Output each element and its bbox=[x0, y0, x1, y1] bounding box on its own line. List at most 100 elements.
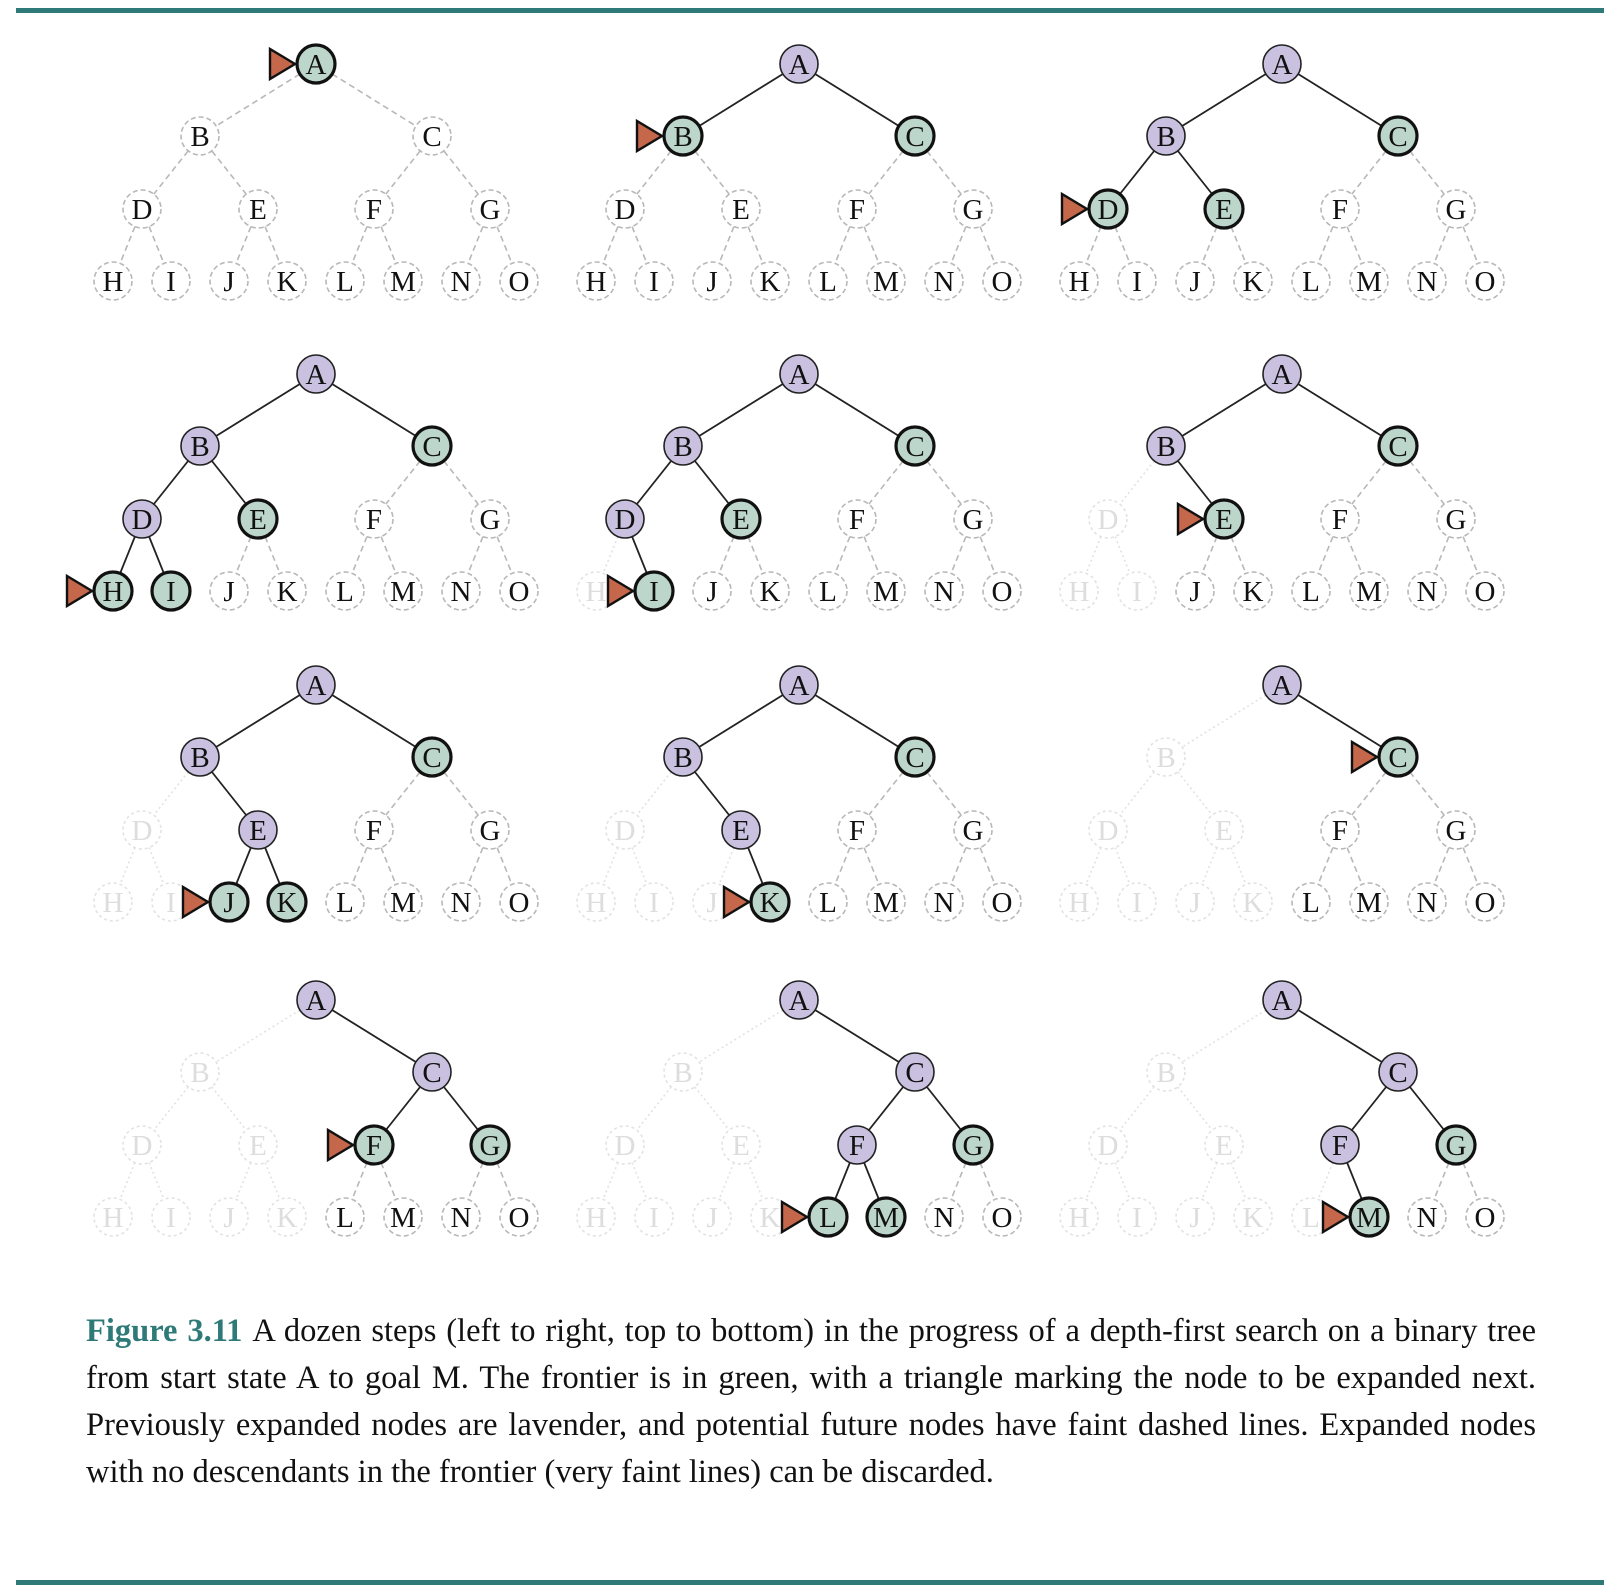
edge-G-N bbox=[950, 226, 967, 264]
node-circle bbox=[411, 736, 453, 778]
node-A: A bbox=[779, 44, 819, 84]
step-panel-4: A B C D E F G H I J K L M N O bbox=[65, 354, 539, 612]
node-J: J bbox=[209, 1197, 249, 1237]
node-J: J bbox=[692, 571, 732, 611]
node-label: A bbox=[789, 49, 810, 81]
edge-G-N bbox=[467, 1162, 484, 1200]
node-circle bbox=[634, 261, 674, 301]
node-label: K bbox=[277, 887, 298, 919]
node-B: B bbox=[1146, 1052, 1186, 1092]
node-circle bbox=[895, 1052, 935, 1092]
edge-D-H bbox=[1085, 1162, 1102, 1200]
node-label: B bbox=[190, 1057, 209, 1089]
node-label: L bbox=[1302, 266, 1320, 298]
edge-B-D bbox=[636, 771, 672, 816]
node-circle bbox=[1436, 189, 1476, 229]
node-circle bbox=[209, 571, 249, 611]
edge-A-B bbox=[1181, 383, 1267, 437]
node-label: L bbox=[819, 266, 837, 298]
node-circle bbox=[1175, 882, 1215, 922]
node-label: I bbox=[1132, 1202, 1142, 1234]
node-A: A bbox=[779, 665, 819, 705]
node-B: B bbox=[180, 737, 220, 777]
figure-label: Figure 3.11 bbox=[86, 1313, 243, 1349]
node-F: F bbox=[354, 810, 394, 850]
node-label: A bbox=[1272, 985, 1293, 1017]
node-I: I bbox=[634, 261, 674, 301]
node-label: I bbox=[166, 1202, 176, 1234]
edge-E-J bbox=[235, 847, 252, 885]
node-circle bbox=[1203, 188, 1245, 230]
node-circle bbox=[721, 1125, 761, 1165]
node-label: J bbox=[223, 576, 234, 608]
node-C: C bbox=[411, 425, 453, 467]
node-label: D bbox=[615, 194, 636, 226]
node-label: I bbox=[166, 266, 176, 298]
node-label: B bbox=[1156, 121, 1175, 153]
edge-F-L bbox=[351, 536, 368, 574]
node-label: H bbox=[586, 266, 607, 298]
edge-A-B bbox=[698, 383, 784, 437]
node-circle bbox=[1146, 1052, 1186, 1092]
dfs-steps-diagram: A B C D E F G H I J K L M N O A B C D E F G H I J K L M N O A B C D E F G H I J… bbox=[65, 43, 1505, 1238]
edge-C-F bbox=[868, 1086, 904, 1131]
edge-F-M bbox=[863, 847, 880, 885]
node-M: M bbox=[1349, 261, 1389, 301]
node-circle bbox=[894, 736, 936, 778]
node-circle bbox=[1262, 665, 1302, 705]
edge-A-C bbox=[331, 73, 417, 127]
edge-C-F bbox=[385, 1086, 421, 1131]
node-circle bbox=[692, 1197, 732, 1237]
node-label: L bbox=[1302, 576, 1320, 608]
edge-C-F bbox=[1351, 1086, 1387, 1131]
edge-E-K bbox=[1230, 226, 1247, 264]
node-label: G bbox=[1446, 194, 1467, 226]
node-label: B bbox=[673, 121, 692, 153]
node-label: L bbox=[336, 887, 354, 919]
node-circle bbox=[151, 261, 191, 301]
edge-E-J bbox=[718, 1162, 735, 1200]
node-circle bbox=[1320, 810, 1360, 850]
edge-D-I bbox=[631, 847, 648, 885]
edge-D-I bbox=[148, 847, 165, 885]
node-circle bbox=[750, 261, 790, 301]
node-K: K bbox=[1233, 571, 1273, 611]
edge-D-H bbox=[1085, 226, 1102, 264]
node-L: L bbox=[325, 571, 365, 611]
node-B: B bbox=[180, 426, 220, 466]
node-circle bbox=[238, 1125, 278, 1165]
edge-C-G bbox=[1409, 1086, 1445, 1131]
node-circle bbox=[1465, 571, 1505, 611]
node-label: B bbox=[1156, 431, 1175, 463]
node-label: F bbox=[366, 194, 382, 226]
node-circle bbox=[93, 261, 133, 301]
node-label: O bbox=[509, 576, 530, 608]
node-label: N bbox=[451, 887, 472, 919]
node-label: I bbox=[1132, 266, 1142, 298]
node-label: N bbox=[1417, 1202, 1438, 1234]
edge-B-E bbox=[1177, 460, 1213, 505]
node-circle bbox=[1407, 261, 1447, 301]
node-C: C bbox=[1378, 1052, 1418, 1092]
node-label: G bbox=[963, 815, 984, 847]
edge-E-J bbox=[1201, 536, 1218, 574]
node-H: H bbox=[1059, 882, 1099, 922]
edge-C-F bbox=[385, 771, 421, 816]
edge-B-D bbox=[153, 150, 189, 195]
step-panel-6: A B C D E F G H I J K L M N O bbox=[1059, 354, 1505, 611]
edge-F-M bbox=[863, 226, 880, 264]
node-label: F bbox=[1332, 815, 1348, 847]
node-label: N bbox=[1417, 576, 1438, 608]
node-circle bbox=[412, 1052, 452, 1092]
node-L: L bbox=[808, 882, 848, 922]
node-label: F bbox=[1332, 194, 1348, 226]
edge-F-M bbox=[380, 536, 397, 574]
edge-G-N bbox=[950, 536, 967, 574]
node-circle bbox=[180, 1052, 220, 1092]
node-C: C bbox=[411, 736, 453, 778]
node-circle bbox=[663, 426, 703, 466]
node-circle bbox=[1059, 1197, 1099, 1237]
node-label: K bbox=[1243, 887, 1264, 919]
node-N: N bbox=[1407, 261, 1447, 301]
edge-G-O bbox=[496, 1162, 513, 1200]
